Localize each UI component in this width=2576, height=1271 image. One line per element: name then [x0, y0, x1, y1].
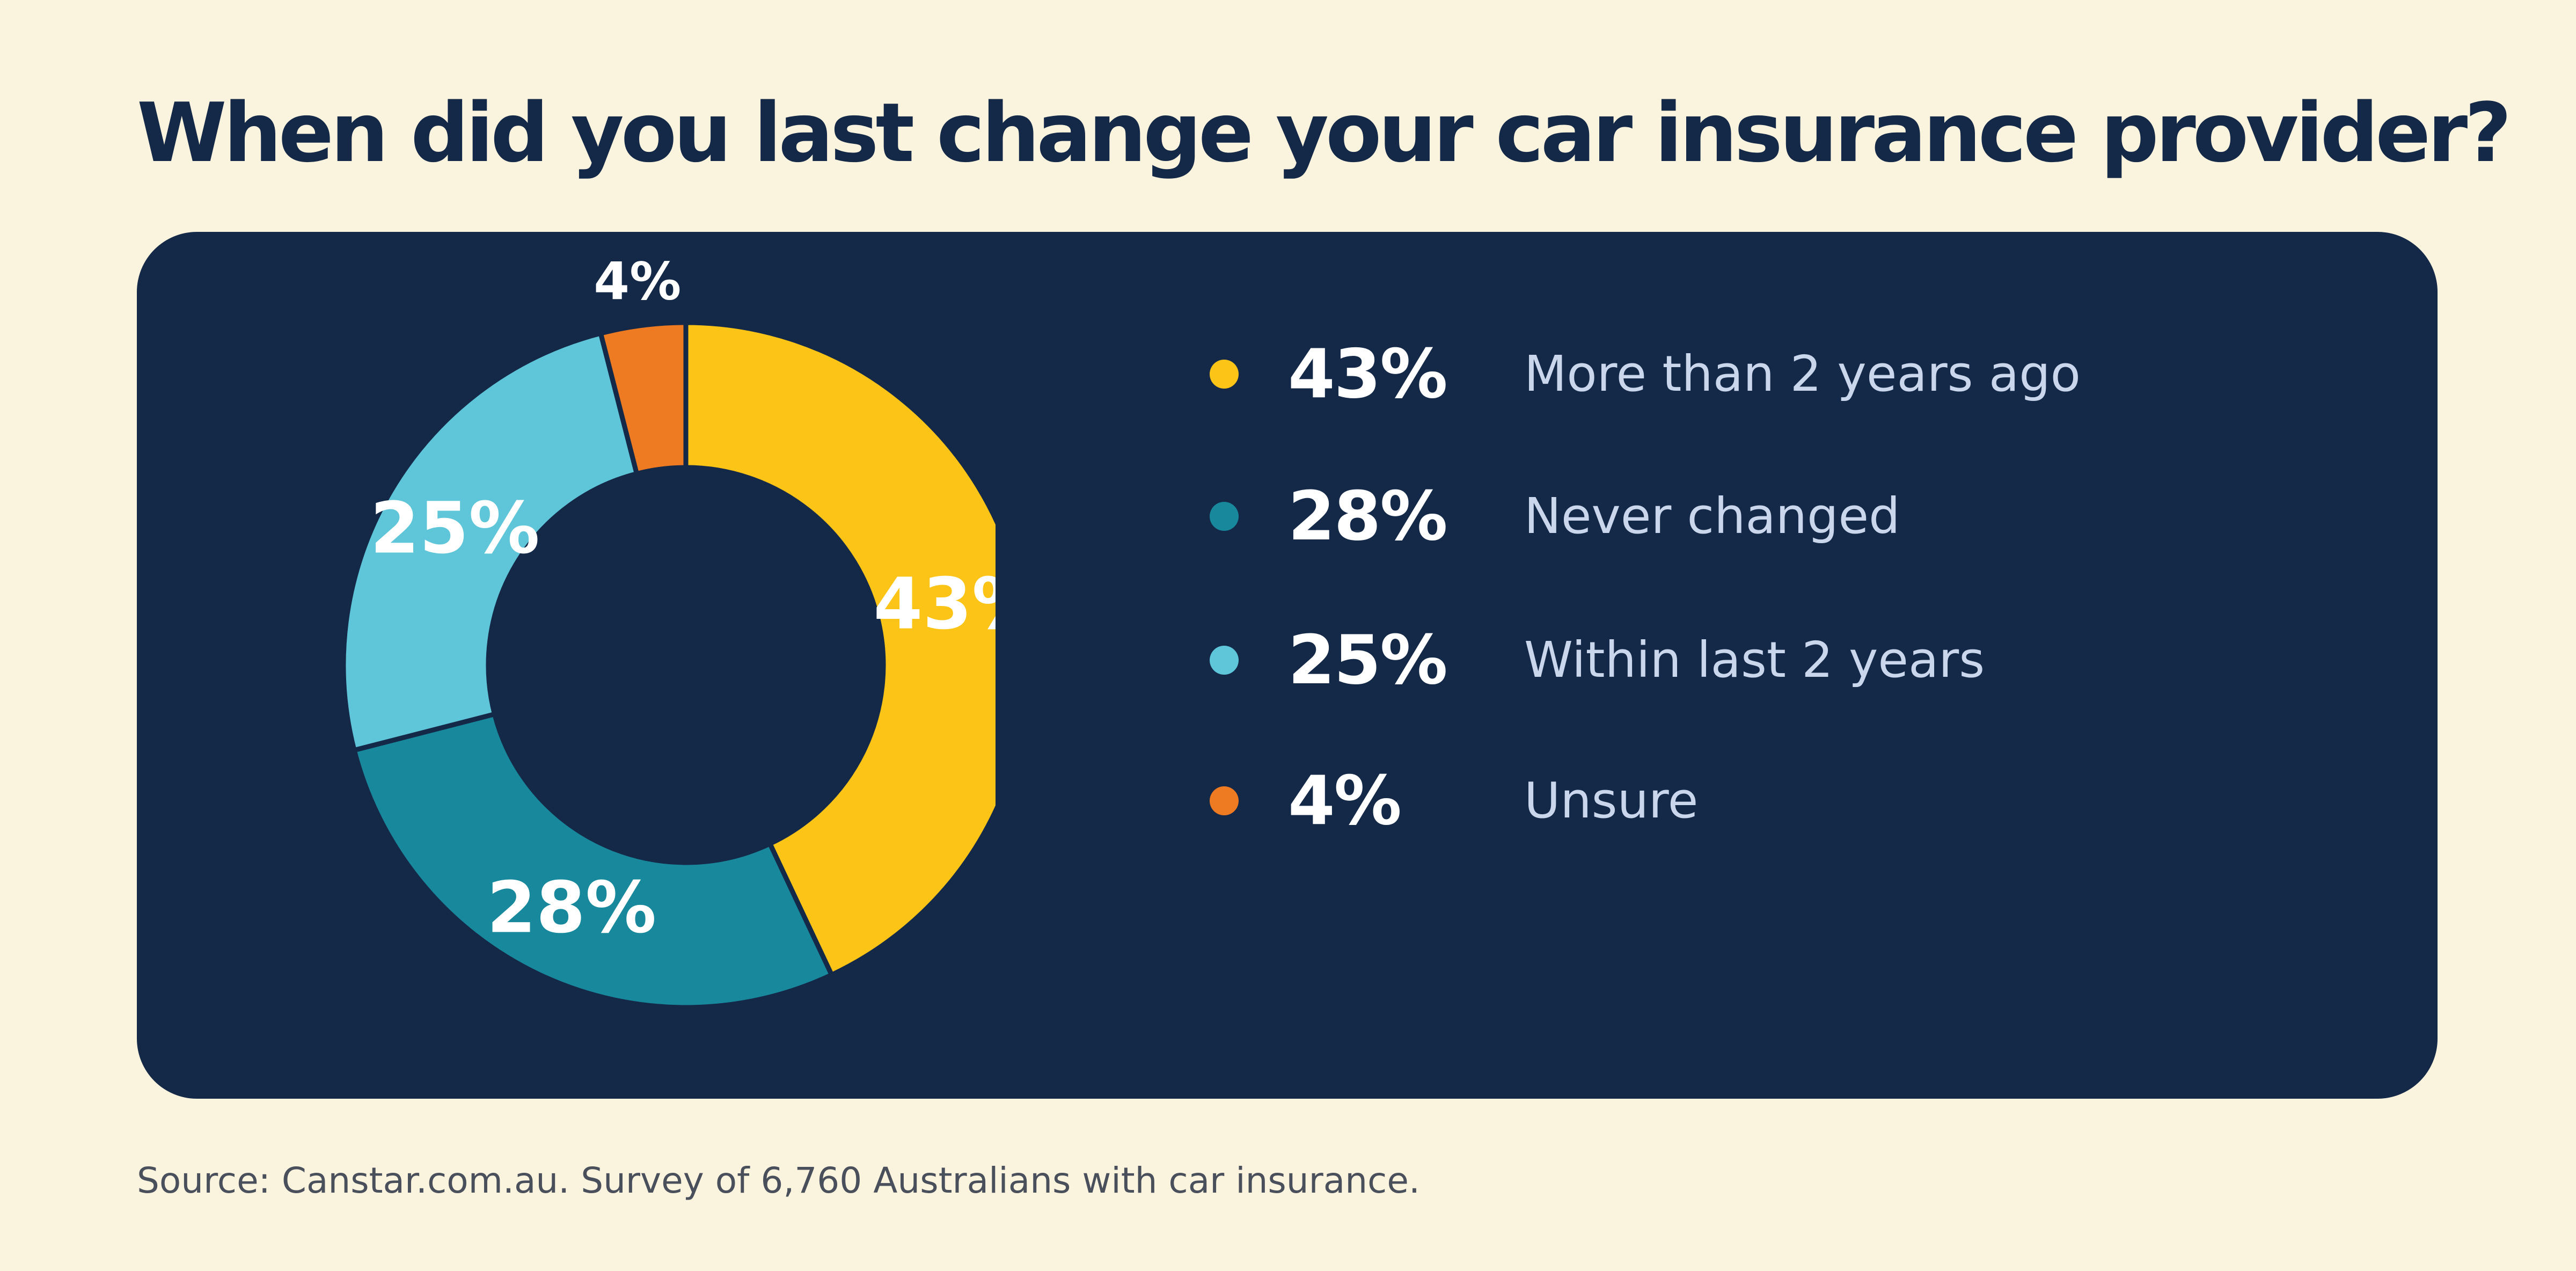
slice-within-last-2-years	[341, 330, 640, 754]
chart-panel: 43% 28% 25% 4% 43% More than 2 years ago 28% N…	[137, 232, 2438, 1099]
slice-label-more-than-2-years-ago: 43%	[874, 563, 996, 646]
legend-label-never-changed: Never changed	[1524, 487, 1900, 545]
slice-more-than-2-years-ago	[683, 320, 996, 978]
legend-label-more-than-2-years-ago: More than 2 years ago	[1524, 345, 2081, 403]
legend-value-within-last-2-years: 25%	[1288, 620, 1448, 699]
legend-item-never-changed: 28% Never changed	[137, 473, 2438, 559]
legend: 43% More than 2 years ago 28% Never changed…	[137, 232, 2438, 1099]
slice-label-unsure: 4%	[594, 252, 681, 312]
slice-never-changed	[351, 711, 835, 1010]
chart-title: When did you last change your car insura…	[137, 85, 2512, 180]
legend-dot-never-changed	[1210, 502, 1239, 531]
legend-label-within-last-2-years: Within last 2 years	[1524, 631, 1985, 689]
donut-chart: 43% 28% 25% 4%	[341, 252, 996, 1010]
legend-label-unsure: Unsure	[1524, 772, 1699, 829]
legend-value-more-than-2-years-ago: 43%	[1288, 334, 1448, 413]
legend-item-within-last-2-years: 25% Within last 2 years	[137, 617, 2438, 703]
legend-value-unsure: 4%	[1288, 761, 1402, 840]
legend-dot-more-than-2-years-ago	[1210, 360, 1239, 389]
legend-value-never-changed: 28%	[1288, 477, 1448, 556]
legend-item-more-than-2-years-ago: 43% More than 2 years ago	[137, 331, 2438, 417]
slice-label-within-last-2-years: 25%	[370, 487, 540, 569]
slice-unsure	[597, 320, 689, 477]
legend-item-unsure: 4% Unsure	[137, 758, 2438, 844]
legend-dot-unsure	[1210, 786, 1239, 815]
slice-label-never-changed: 28%	[487, 866, 656, 949]
source-note: Source: Canstar.com.au. Survey of 6,760 …	[137, 1160, 1420, 1201]
legend-dot-within-last-2-years	[1210, 646, 1239, 675]
